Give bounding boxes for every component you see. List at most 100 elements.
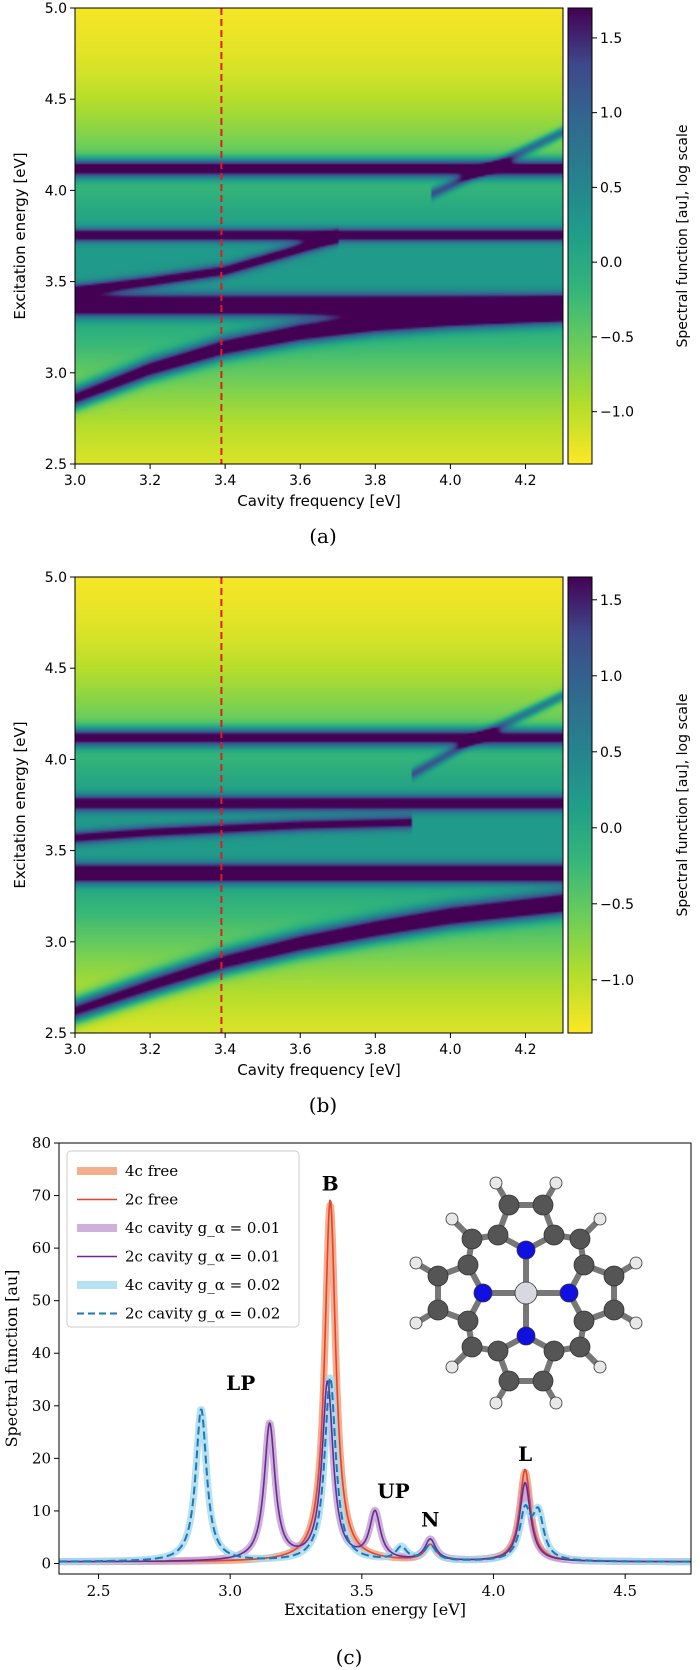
atom-C [569,1228,591,1250]
y-tick-label: 0 [41,1554,51,1572]
colorbar-tick-label: 0.0 [600,255,622,271]
colorbar-tick-label: 1.5 [600,593,622,609]
atom-H [629,1316,643,1330]
legend-entry-1: 2c free [125,1191,178,1209]
atom-H [445,1360,459,1374]
y-tick-label: 3.0 [45,366,67,382]
y-tick-label: 2.5 [45,1026,67,1042]
x-tick-label: 3.4 [214,473,236,489]
atom-C [573,1254,595,1276]
atom-H [593,1212,607,1226]
plot-frame [58,1142,692,1575]
atom-C [427,1299,449,1321]
atom-H [593,1360,607,1374]
x-tick-label: 3.0 [218,1582,242,1600]
atom-H [549,1176,563,1190]
legend-box [66,1150,300,1328]
colorbar-tick-label: −1.0 [600,973,634,989]
atom-N [516,1240,536,1260]
atom-C [532,1370,554,1392]
atom-C [457,1254,479,1276]
atom-C [573,1310,595,1332]
x-tick-label: 3.6 [289,1042,311,1058]
atom-C [543,1224,565,1246]
colorbar-tick-label: −0.5 [600,330,634,346]
atom-H [489,1176,503,1190]
peak-label-B: B [322,1171,339,1195]
x-tick-label: 3.8 [364,1042,386,1058]
line-chart-panel-c: 2.5 3.0 3.5 4.0 4.5 0 10 20 30 40 50 60 70 80 Excitati… [2,1134,694,1619]
molecule-inset [409,1176,643,1410]
series-line-5 [58,1376,692,1563]
x-tick-label: 3.0 [64,473,86,489]
peak-label-UP: UP [377,1479,409,1503]
x-tick-label: 3.0 [64,1042,86,1058]
panel-label-a: (a) [309,524,337,548]
colorbar-tick-label: −1.0 [600,405,634,421]
atom-C [461,1336,483,1358]
atom-C [487,1340,509,1362]
x-tick-label: 3.8 [364,473,386,489]
y-tick-label: 3.5 [45,275,67,291]
atom-H [549,1396,563,1410]
y-tick-label: 4.5 [45,661,67,677]
y-tick-label: 70 [32,1187,51,1205]
atom-C [532,1194,554,1216]
legend-entry-5: 2c cavity g_α = 0.02 [125,1305,280,1323]
y-tick-label: 2.5 [45,457,67,473]
x-tick-label: 3.4 [214,1042,236,1058]
atom-C [603,1299,625,1321]
plot-frame [74,576,564,1034]
atom-C [498,1194,520,1216]
heatmap-panel-b: 3.0 3.2 3.4 3.6 3.8 4.0 4.22.53.03.54.04.55.0C… [11,570,691,1079]
atom-C [498,1370,520,1392]
x-axis-label: Cavity frequency [eV] [237,492,400,510]
y-tick-label: 3.5 [45,844,67,860]
y-tick-label: 40 [32,1344,51,1362]
atom-metal [514,1281,538,1305]
colorbar-tick-label: 0.0 [600,821,622,837]
x-tick-label: 4.0 [482,1582,506,1600]
x-tick-label: 3.6 [289,473,311,489]
atom-H [409,1256,423,1270]
atom-N [473,1283,493,1303]
colorbar [567,576,593,1034]
y-tick-label: 4.5 [45,92,67,108]
atom-C [427,1265,449,1287]
colorbar-tick-label: 0.5 [600,180,622,196]
legend: 4c free 2c free 4c cavity g_α = 0.01 2c cav… [66,1150,300,1328]
x-tick-label: 3.2 [139,1042,161,1058]
colorbar-tick-label: 1.0 [600,106,622,122]
colorbar-tick-label: −0.5 [600,897,634,913]
x-tick-label: 4.2 [514,1042,536,1058]
y-tick-label: 5.0 [45,1,67,17]
x-tick-label: 4.0 [439,1042,461,1058]
legend-entry-0: 4c free [125,1162,178,1180]
heatmap-panel-a: 3.0 3.2 3.4 3.6 3.8 4.0 4.22.53.03.54.04.55.0C… [11,1,691,510]
y-axis-label: Excitation energy [eV] [11,721,29,888]
y-tick-label: 4.0 [45,752,67,768]
x-tick-label: 2.5 [87,1582,111,1600]
legend-entry-3: 2c cavity g_α = 0.01 [125,1248,280,1266]
atom-C [603,1265,625,1287]
y-tick-label: 30 [32,1397,51,1415]
colorbar-tick-label: 0.5 [600,745,622,761]
y-axis-label: Spectral function [au] [2,1270,21,1448]
y-tick-label: 60 [32,1239,51,1257]
x-tick-label: 4.0 [439,473,461,489]
atom-H [489,1396,503,1410]
colorbar [567,7,593,465]
atom-H [445,1212,459,1226]
legend-entry-4: 4c cavity g_α = 0.02 [125,1276,280,1294]
colorbar-tick-label: 1.5 [600,31,622,47]
atom-N [559,1283,579,1303]
atom-C [461,1228,483,1250]
colorbar-tick-label: 1.0 [600,669,622,685]
atom-H [409,1316,423,1330]
x-axis-label: Excitation energy [eV] [284,1600,466,1619]
atom-C [487,1224,509,1246]
x-tick-label: 3.5 [350,1582,374,1600]
y-tick-label: 4.0 [45,183,67,199]
peak-label-LP: LP [226,1371,255,1395]
